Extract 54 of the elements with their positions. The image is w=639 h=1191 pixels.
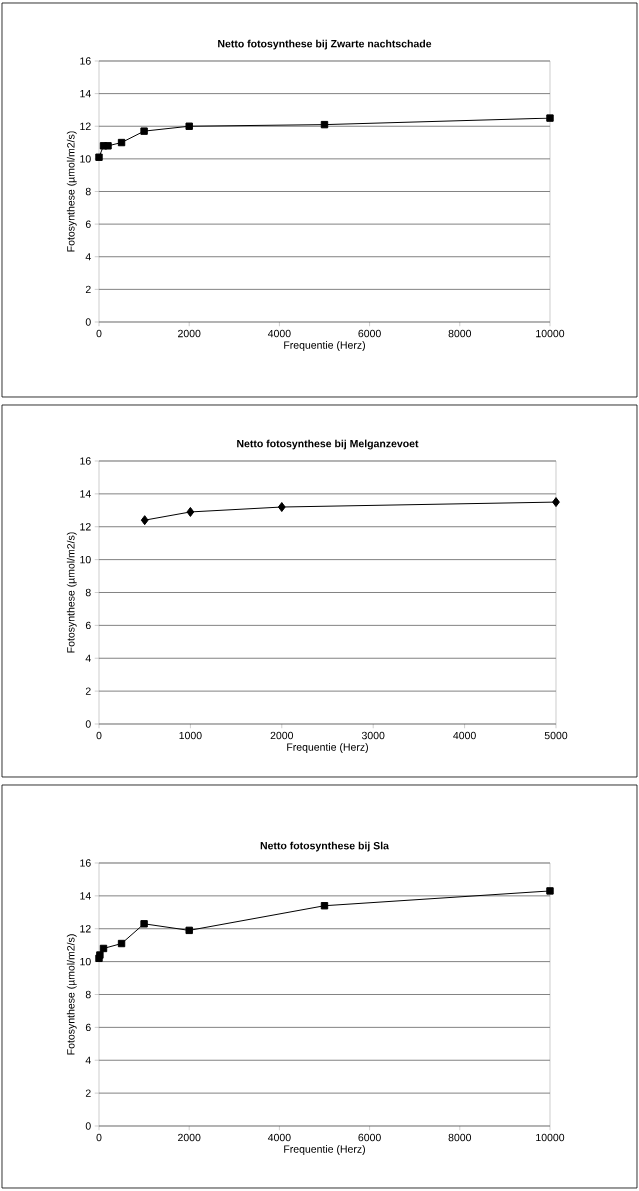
y-tick-label: 6 xyxy=(85,220,91,228)
y-tick-label: 2 xyxy=(85,1089,91,1097)
y-tick-label: 14 xyxy=(80,90,91,98)
x-tick-label: 4000 xyxy=(267,1133,291,1142)
x-axis-title: Frequentie (Herz) xyxy=(287,743,368,753)
y-axis-title: Fotosynthese (µmol/m2/s) xyxy=(66,934,77,1055)
y-tick-label: 2 xyxy=(85,285,91,294)
y-tick-label: 0 xyxy=(85,318,91,326)
chart-title: Netto fotosynthese bij Sla xyxy=(260,841,390,852)
x-tick-label: 8000 xyxy=(448,1133,472,1142)
x-axis-title: Frequentie (Herz) xyxy=(284,341,365,351)
y-axis-title: Fotosynthese (µmol/m2/s) xyxy=(66,131,77,252)
y-tick-label: 10 xyxy=(80,155,91,163)
y-tick-label: 12 xyxy=(80,523,91,531)
x-tick-label: 4000 xyxy=(453,731,476,740)
x-tick-label: 6000 xyxy=(358,1133,381,1142)
x-tick-label: 1000 xyxy=(179,731,202,740)
y-tick-label: 0 xyxy=(85,720,91,728)
x-tick-label: 3000 xyxy=(361,731,385,740)
x-tick-label: 5000 xyxy=(544,731,568,740)
y-tick-label: 0 xyxy=(85,1122,91,1130)
y-tick-label: 14 xyxy=(80,490,91,498)
y-tick-label: 6 xyxy=(85,621,91,630)
y-tick-label: 10 xyxy=(80,957,91,966)
chart-title: Netto fotosynthese bij Melganzevoet xyxy=(237,439,419,450)
y-tick-label: 2 xyxy=(85,687,91,695)
y-tick-label: 6 xyxy=(85,1023,91,1032)
x-tick-label: 2000 xyxy=(178,1133,201,1142)
y-tick-label: 4 xyxy=(85,253,91,261)
x-tick-label: 10000 xyxy=(536,329,565,338)
y-tick-label: 16 xyxy=(80,457,91,465)
x-tick-label: 0 xyxy=(96,731,102,740)
x-tick-label: 0 xyxy=(96,1133,102,1142)
x-axis-title: Frequentie (Herz) xyxy=(284,1145,365,1155)
y-tick-label: 14 xyxy=(80,892,91,900)
y-tick-label: 8 xyxy=(85,990,91,999)
chart-title: Netto fotosynthese bij Zwarte nachtschade xyxy=(218,39,432,50)
y-tick-label: 4 xyxy=(85,654,91,662)
x-tick-label: 4000 xyxy=(267,329,291,338)
x-tick-label: 10000 xyxy=(536,1133,565,1142)
x-tick-label: 0 xyxy=(96,329,102,338)
x-tick-label: 2000 xyxy=(178,329,201,338)
x-tick-label: 8000 xyxy=(448,329,472,338)
y-tick-label: 16 xyxy=(80,57,91,65)
x-tick-label: 2000 xyxy=(270,731,294,740)
y-tick-label: 8 xyxy=(85,187,91,196)
y-axis-title: Fotosynthese (µmol/m2/s) xyxy=(66,532,77,653)
y-tick-label: 12 xyxy=(80,925,91,933)
y-tick-label: 16 xyxy=(80,859,91,867)
y-tick-label: 4 xyxy=(85,1056,91,1064)
x-tick-label: 6000 xyxy=(358,329,381,338)
y-tick-label: 10 xyxy=(80,555,91,564)
y-tick-label: 12 xyxy=(80,122,91,130)
y-tick-label: 8 xyxy=(85,588,91,597)
